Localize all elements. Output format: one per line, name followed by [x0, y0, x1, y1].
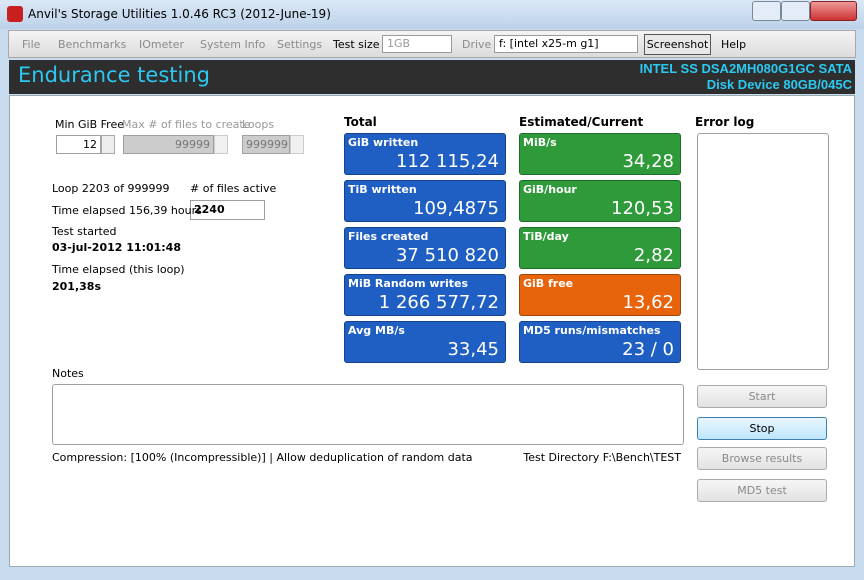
app-icon: [7, 6, 23, 22]
spinner: [214, 135, 228, 154]
menu-item[interactable]: Settings: [277, 38, 323, 51]
spinner: [290, 135, 304, 154]
header-band: [9, 60, 855, 94]
title-bar: [0, 0, 864, 29]
tile-label: GiB free: [523, 277, 574, 290]
spinner[interactable]: [101, 135, 115, 154]
minimize-button[interactable]: [752, 1, 781, 21]
tile-label: Avg MB/s: [348, 324, 405, 337]
maximize-button[interactable]: [781, 1, 810, 21]
screenshot-button[interactable]: Screenshot: [644, 34, 711, 55]
tile-label: Files created: [348, 230, 429, 243]
test-directory: Test Directory F:\Bench\TEST: [523, 451, 681, 464]
header-title: Endurance testing: [18, 63, 210, 87]
stat-tile: MiB Random writes 1 266 577,72: [344, 274, 506, 316]
tile-value: 33,45: [447, 339, 499, 360]
tile-value: 109,4875: [413, 198, 499, 219]
button[interactable]: Start: [697, 385, 827, 408]
window-title: Anvil's Storage Utilities 1.0.46 RC3 (20…: [28, 7, 331, 21]
help-menu[interactable]: Help: [721, 38, 747, 51]
loop-time: 201,38s: [52, 280, 101, 293]
tile-label: TiB written: [348, 183, 417, 196]
label: Min GiB Free: [55, 118, 124, 131]
time-elapsed: Time elapsed 156,39 hours: [52, 204, 202, 217]
label: # of files active: [190, 182, 277, 195]
tile-value: 120,53: [611, 198, 674, 219]
label: Test started: [52, 225, 117, 238]
tile-value: 112 115,24: [395, 151, 499, 172]
tile-label: MiB/s: [523, 136, 557, 149]
device-line: INTEL SS DSA2MH080G1GC SATA: [639, 61, 852, 76]
min-gib-free-input[interactable]: 12: [56, 135, 101, 154]
tile-label: MiB Random writes: [348, 277, 469, 290]
compression-info: Compression: [100% (Incompressible)] | A…: [52, 451, 473, 464]
test-started: 03-jul-2012 11:01:48: [52, 241, 181, 254]
stat-tile: GiB free 13,62: [519, 274, 681, 316]
drive-combo[interactable]: f: [intel x25-m g1]: [494, 35, 638, 53]
label: Loops: [242, 118, 275, 131]
test-size-label: Test size: [333, 38, 380, 51]
device-line: Disk Device 80GB/045C: [706, 77, 852, 92]
error-log-box: [697, 133, 829, 370]
files-active-field: 2240: [190, 200, 265, 220]
notes-box[interactable]: [52, 384, 684, 445]
tile-label: MD5 runs/mismatches: [523, 324, 661, 337]
label: Time elapsed (this loop): [52, 263, 185, 276]
button[interactable]: Browse results: [697, 447, 827, 470]
tile-value: 2,82: [633, 245, 674, 266]
menu-item[interactable]: File: [22, 38, 41, 51]
stat-tile: Files created 37 510 820: [344, 227, 506, 269]
tile-value: 1 266 577,72: [378, 292, 499, 313]
label: Max # of files to create: [122, 118, 251, 131]
stat-tile: GiB written 112 115,24: [344, 133, 506, 175]
section-title: Estimated/Current: [519, 115, 644, 129]
tile-value: 13,62: [622, 292, 674, 313]
max-files-input: 99999: [123, 135, 214, 154]
tile-label: TiB/day: [523, 230, 569, 243]
drive-label: Drive: [462, 38, 492, 51]
tile-value: 23 / 0: [622, 339, 674, 360]
section-title: Error log: [695, 115, 755, 129]
stat-tile: Avg MB/s 33,45: [344, 321, 506, 363]
close-button[interactable]: [810, 1, 857, 21]
stat-tile: GiB/hour 120,53: [519, 180, 681, 222]
tile-value: 34,28: [622, 151, 674, 172]
loop-status: Loop 2203 of 999999: [52, 182, 170, 195]
stat-tile: MiB/s 34,28: [519, 133, 681, 175]
tile-value: 37 510 820: [395, 245, 499, 266]
label: Notes: [52, 367, 84, 380]
menu-item[interactable]: IOmeter: [139, 38, 184, 51]
test-size-combo[interactable]: 1GB: [382, 35, 452, 53]
menu-item[interactable]: System Info: [200, 38, 266, 51]
stat-tile: MD5 runs/mismatches 23 / 0: [519, 321, 681, 363]
tile-label: GiB/hour: [523, 183, 577, 196]
section-title: Total: [344, 115, 377, 129]
button[interactable]: MD5 test: [697, 479, 827, 502]
loops-input: 999999: [242, 135, 290, 154]
stat-tile: TiB written 109,4875: [344, 180, 506, 222]
button[interactable]: Stop: [697, 417, 827, 440]
stat-tile: TiB/day 2,82: [519, 227, 681, 269]
tile-label: GiB written: [348, 136, 419, 149]
menu-item[interactable]: Benchmarks: [58, 38, 127, 51]
